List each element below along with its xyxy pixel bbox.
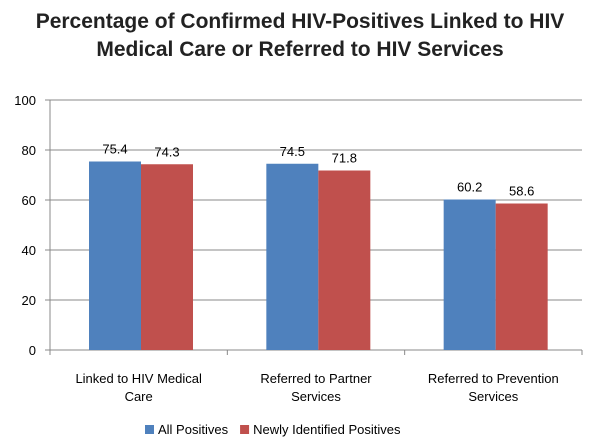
data-label: 74.3	[154, 144, 179, 159]
y-tick-label: 20	[22, 293, 36, 308]
chart-title-line-1: Percentage of Confirmed HIV-Positives Li…	[35, 10, 565, 33]
data-label: 74.5	[280, 144, 305, 159]
x-category-label: Referred to Partner	[260, 371, 372, 386]
data-label: 75.4	[102, 142, 127, 157]
bar	[89, 161, 141, 350]
x-category-label: Services	[468, 389, 518, 404]
x-category-label: Care	[125, 389, 153, 404]
y-tick-label: 80	[22, 143, 36, 158]
legend-label: All Positives	[158, 422, 229, 437]
bar	[318, 170, 371, 350]
legend-swatch	[240, 425, 250, 434]
legend-swatch	[145, 425, 154, 434]
y-tick-label: 60	[22, 193, 36, 208]
y-tick-label: 40	[22, 243, 36, 258]
bar	[141, 164, 193, 350]
bar	[495, 203, 548, 350]
x-category-label: Referred to Prevention	[428, 371, 559, 386]
data-label: 60.2	[457, 180, 482, 195]
legend-label: Newly Identified Positives	[253, 422, 401, 437]
data-label: 58.6	[509, 184, 534, 199]
chart-title: Percentage of Confirmed HIV-Positives Li…	[0, 8, 600, 64]
y-tick-label: 100	[14, 93, 36, 108]
y-tick-label: 0	[29, 343, 36, 358]
bar	[443, 199, 496, 350]
x-category-label: Linked to HIV Medical	[75, 371, 202, 386]
x-category-label: Services	[291, 389, 341, 404]
data-label: 71.8	[332, 151, 357, 166]
chart-title-line-2: Medical Care or Referred to HIV Services	[96, 38, 504, 61]
bar	[266, 163, 319, 350]
